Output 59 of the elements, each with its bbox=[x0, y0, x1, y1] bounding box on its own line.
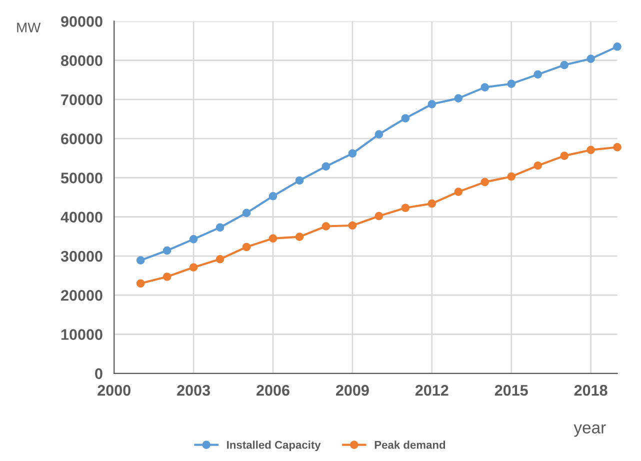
y-tick-label: 30000 bbox=[60, 250, 102, 262]
point bbox=[189, 235, 198, 244]
point bbox=[613, 42, 622, 51]
x-tick-label: 2000 bbox=[98, 384, 130, 396]
point bbox=[454, 188, 463, 196]
point bbox=[613, 143, 622, 152]
y-tick-label: 40000 bbox=[60, 212, 102, 223]
point bbox=[242, 242, 251, 252]
point bbox=[560, 152, 568, 160]
x-tick-label: 2012 bbox=[415, 384, 448, 396]
x-tick-label: 2018 bbox=[574, 384, 608, 396]
point bbox=[295, 232, 304, 241]
x-tick-label: 2003 bbox=[177, 384, 210, 396]
x-tick-label: 2009 bbox=[336, 384, 369, 396]
point bbox=[507, 172, 516, 181]
point bbox=[162, 246, 172, 255]
point bbox=[136, 256, 145, 264]
point bbox=[322, 162, 330, 171]
point bbox=[454, 94, 463, 102]
point bbox=[348, 221, 357, 230]
point bbox=[401, 204, 410, 212]
point bbox=[348, 149, 357, 158]
point bbox=[242, 208, 251, 218]
point bbox=[216, 223, 224, 232]
point bbox=[507, 80, 516, 88]
y-tick-label: 50000 bbox=[60, 172, 102, 184]
x-tick-label: 2006 bbox=[256, 384, 290, 396]
legend-label: Peak demand bbox=[374, 440, 446, 449]
point bbox=[189, 263, 198, 272]
y-tick-label: 70000 bbox=[61, 94, 102, 106]
point bbox=[295, 176, 304, 185]
point bbox=[322, 222, 330, 230]
point bbox=[162, 272, 172, 281]
point bbox=[374, 212, 384, 220]
point bbox=[401, 114, 410, 122]
point bbox=[534, 70, 542, 79]
point bbox=[534, 161, 542, 170]
point bbox=[586, 146, 595, 154]
y-axis-title: MW bbox=[17, 22, 41, 32]
x-axis-title: year bbox=[574, 424, 606, 437]
y-tick-label: 80000 bbox=[60, 55, 102, 66]
point bbox=[374, 130, 384, 138]
y-tick-label: 10000 bbox=[61, 329, 102, 340]
point bbox=[268, 192, 278, 200]
point bbox=[216, 254, 224, 264]
point bbox=[428, 100, 436, 108]
point bbox=[136, 279, 145, 288]
point bbox=[560, 60, 568, 70]
x-tick-label: 2015 bbox=[494, 384, 528, 396]
y-tick-label: 0 bbox=[95, 368, 102, 380]
y-tick-label: 60000 bbox=[61, 133, 102, 144]
point bbox=[428, 199, 436, 208]
y-tick-label: 90000 bbox=[61, 16, 102, 27]
point bbox=[586, 54, 595, 63]
point bbox=[268, 234, 278, 243]
point bbox=[480, 83, 490, 92]
point bbox=[480, 178, 490, 186]
legend-label: Installed Capacity bbox=[227, 440, 321, 451]
y-tick-label: 20000 bbox=[61, 290, 102, 301]
